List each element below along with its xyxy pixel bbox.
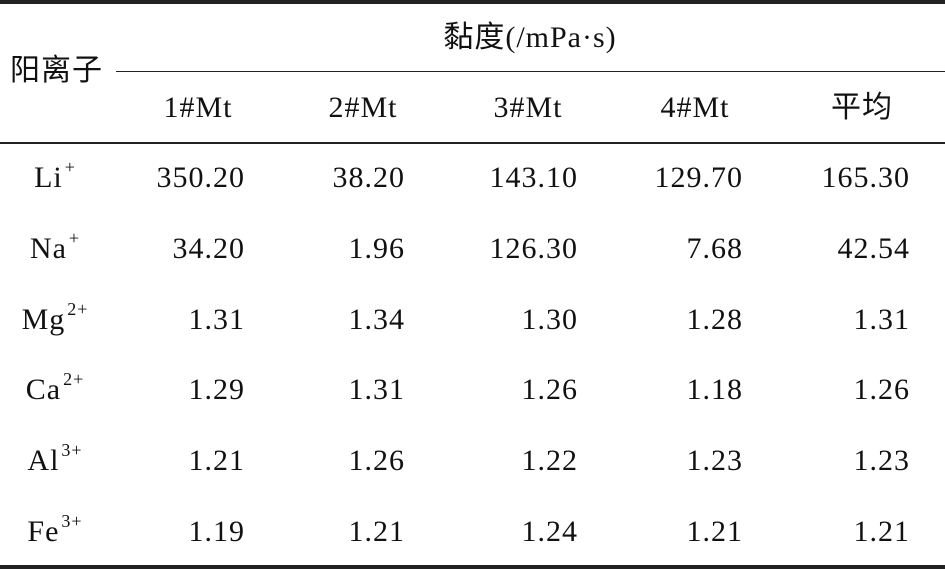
charge: 3+	[61, 511, 83, 531]
row-header: 阳离子	[10, 54, 103, 87]
value: 129.70	[654, 161, 743, 194]
value: 1.23	[686, 444, 743, 478]
value: 1.23	[853, 444, 910, 478]
column-header: 4#Mt	[660, 91, 730, 124]
column-header: 2#Mt	[328, 91, 398, 124]
value: 1.22	[521, 444, 578, 478]
ion: Ca	[25, 373, 62, 407]
ion-label: Na +	[29, 229, 80, 265]
value: 1.34	[348, 302, 405, 336]
ion-label: Li +	[34, 158, 76, 194]
value: 1.26	[853, 373, 910, 407]
charge: 3+	[61, 440, 83, 461]
value: 1.26	[348, 444, 405, 478]
value: 1.21	[188, 444, 245, 478]
value: 1.24	[521, 515, 578, 548]
value: 1.31	[348, 373, 405, 407]
ion-label: Al 3+	[27, 441, 82, 478]
value: 1.31	[188, 302, 245, 336]
value: 1.21	[348, 515, 405, 548]
column-header: 1#Mt	[163, 91, 233, 124]
value: 1.31	[853, 302, 910, 336]
top-rule	[0, 0, 945, 4]
value: 1.26	[521, 373, 578, 407]
ion-label: Fe 3+	[27, 512, 82, 548]
group-header: 黏度(/mPa·s)	[443, 21, 617, 54]
charge: 2+	[67, 298, 89, 319]
ion: Al	[27, 444, 60, 478]
value: 1.29	[188, 373, 245, 407]
value: 1.96	[348, 231, 405, 265]
charge: +	[64, 157, 76, 177]
value: 38.20	[332, 161, 405, 194]
value: 1.19	[188, 515, 245, 548]
value: 143.10	[489, 161, 578, 194]
value: 165.30	[821, 161, 910, 194]
value: 1.28	[686, 302, 743, 336]
value: 1.30	[521, 302, 578, 336]
ion-label: Ca 2+	[25, 370, 84, 407]
column-header: 3#Mt	[493, 91, 563, 124]
value: 7.68	[686, 231, 743, 265]
value: 350.20	[156, 161, 245, 194]
ion-label: Mg 2+	[21, 300, 89, 336]
group-rule	[116, 71, 945, 72]
ion: Na	[29, 231, 67, 265]
ion: Li	[34, 161, 63, 194]
ion: Fe	[27, 515, 60, 548]
charge: 2+	[63, 369, 85, 390]
column-header: 平均	[831, 91, 893, 124]
value: 42.54	[837, 231, 910, 265]
value: 1.18	[686, 373, 743, 407]
charge: +	[68, 227, 81, 248]
ion: Mg	[21, 302, 66, 336]
value: 126.30	[489, 231, 578, 265]
bottom-rule	[0, 565, 945, 569]
value: 1.21	[686, 515, 743, 548]
header-rule	[0, 142, 945, 144]
value: 34.20	[172, 231, 245, 265]
value: 1.21	[853, 515, 910, 548]
